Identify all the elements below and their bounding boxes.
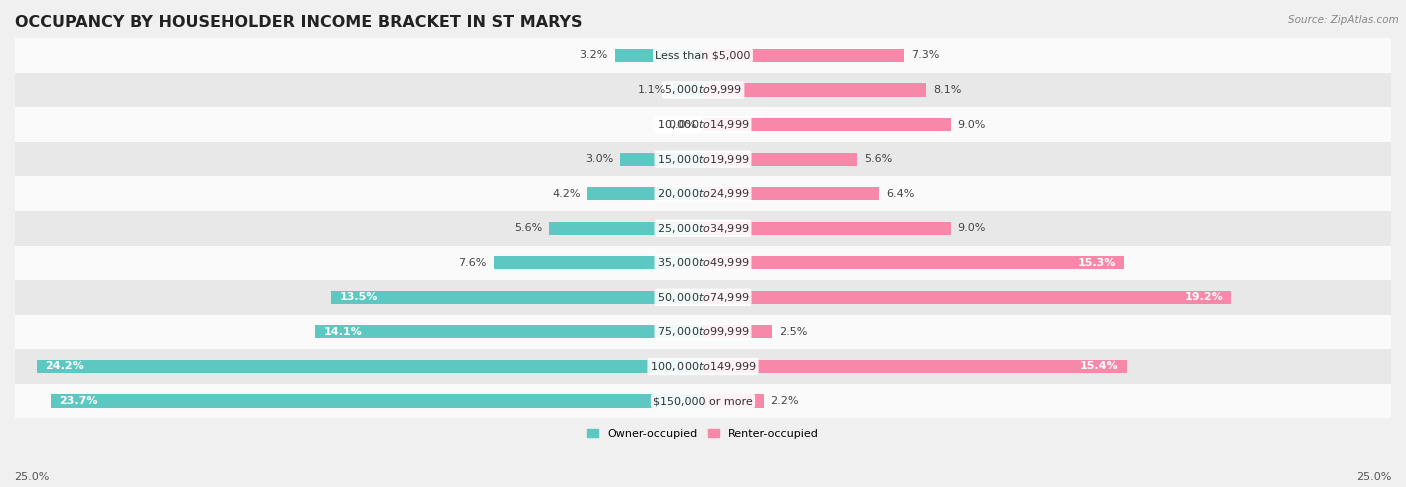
Bar bbox=[703, 291, 1232, 304]
Text: 19.2%: 19.2% bbox=[1184, 292, 1223, 302]
Text: 13.5%: 13.5% bbox=[340, 292, 378, 302]
Bar bbox=[703, 394, 763, 408]
Text: 23.7%: 23.7% bbox=[59, 396, 97, 406]
Text: $35,000 to $49,999: $35,000 to $49,999 bbox=[657, 256, 749, 269]
Text: 15.3%: 15.3% bbox=[1077, 258, 1116, 268]
Bar bbox=[15, 38, 1391, 73]
Text: 0.0%: 0.0% bbox=[668, 119, 696, 130]
Text: $25,000 to $34,999: $25,000 to $34,999 bbox=[657, 222, 749, 235]
Text: 1.1%: 1.1% bbox=[637, 85, 666, 95]
Text: 7.6%: 7.6% bbox=[458, 258, 486, 268]
Bar bbox=[315, 325, 703, 338]
Bar bbox=[15, 73, 1391, 107]
Text: Less than $5,000: Less than $5,000 bbox=[655, 50, 751, 60]
Text: $50,000 to $74,999: $50,000 to $74,999 bbox=[657, 291, 749, 304]
Bar bbox=[15, 142, 1391, 176]
Text: $100,000 to $149,999: $100,000 to $149,999 bbox=[650, 360, 756, 373]
Bar bbox=[51, 394, 703, 408]
Text: 24.2%: 24.2% bbox=[45, 361, 84, 372]
Text: 4.2%: 4.2% bbox=[553, 188, 581, 199]
Bar bbox=[703, 187, 879, 200]
Bar bbox=[548, 222, 703, 235]
Bar bbox=[703, 83, 927, 96]
Bar bbox=[15, 384, 1391, 418]
Bar bbox=[15, 176, 1391, 211]
Text: 15.4%: 15.4% bbox=[1080, 361, 1119, 372]
Text: $20,000 to $24,999: $20,000 to $24,999 bbox=[657, 187, 749, 200]
Bar bbox=[703, 325, 772, 338]
Bar bbox=[614, 49, 703, 62]
Bar bbox=[703, 256, 1123, 269]
Text: 25.0%: 25.0% bbox=[14, 472, 49, 482]
Bar bbox=[15, 315, 1391, 349]
Bar bbox=[15, 349, 1391, 384]
Text: 3.0%: 3.0% bbox=[585, 154, 613, 164]
Text: 2.5%: 2.5% bbox=[779, 327, 807, 337]
Bar bbox=[494, 256, 703, 269]
Text: 25.0%: 25.0% bbox=[1357, 472, 1392, 482]
Text: 14.1%: 14.1% bbox=[323, 327, 361, 337]
Text: 8.1%: 8.1% bbox=[932, 85, 962, 95]
Text: 2.2%: 2.2% bbox=[770, 396, 799, 406]
Text: 9.0%: 9.0% bbox=[957, 223, 986, 233]
Bar bbox=[15, 280, 1391, 315]
Text: $5,000 to $9,999: $5,000 to $9,999 bbox=[664, 83, 742, 96]
Text: 5.6%: 5.6% bbox=[865, 154, 893, 164]
Text: $15,000 to $19,999: $15,000 to $19,999 bbox=[657, 152, 749, 166]
Bar bbox=[15, 245, 1391, 280]
Bar bbox=[332, 291, 703, 304]
Text: $75,000 to $99,999: $75,000 to $99,999 bbox=[657, 325, 749, 338]
Text: 6.4%: 6.4% bbox=[886, 188, 914, 199]
Bar bbox=[588, 187, 703, 200]
Text: Source: ZipAtlas.com: Source: ZipAtlas.com bbox=[1288, 15, 1399, 25]
Bar bbox=[15, 211, 1391, 245]
Bar bbox=[703, 49, 904, 62]
Text: $10,000 to $14,999: $10,000 to $14,999 bbox=[657, 118, 749, 131]
Bar bbox=[703, 152, 858, 166]
Bar bbox=[37, 360, 703, 373]
Text: OCCUPANCY BY HOUSEHOLDER INCOME BRACKET IN ST MARYS: OCCUPANCY BY HOUSEHOLDER INCOME BRACKET … bbox=[15, 15, 582, 30]
Bar bbox=[15, 107, 1391, 142]
Legend: Owner-occupied, Renter-occupied: Owner-occupied, Renter-occupied bbox=[582, 424, 824, 443]
Bar bbox=[703, 360, 1126, 373]
Bar bbox=[703, 118, 950, 131]
Text: 7.3%: 7.3% bbox=[911, 50, 939, 60]
Text: 5.6%: 5.6% bbox=[513, 223, 541, 233]
Text: 3.2%: 3.2% bbox=[579, 50, 607, 60]
Bar bbox=[703, 222, 950, 235]
Bar bbox=[672, 83, 703, 96]
Bar bbox=[620, 152, 703, 166]
Text: 9.0%: 9.0% bbox=[957, 119, 986, 130]
Text: $150,000 or more: $150,000 or more bbox=[654, 396, 752, 406]
